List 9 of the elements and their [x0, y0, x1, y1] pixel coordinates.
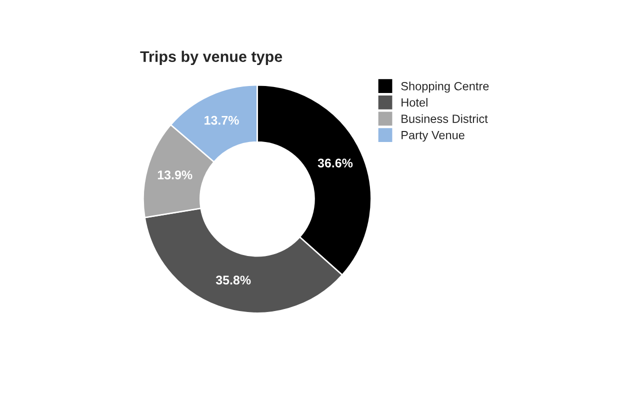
data-label: 13.9% [158, 170, 192, 180]
legend-label: Business District [402, 114, 488, 123]
legend-label: Party Venue [402, 131, 464, 142]
data-label: 35.8% [216, 276, 251, 285]
legend-label: Hotel [402, 98, 428, 107]
data-label: 13.7% [204, 116, 239, 125]
data-label: 36.6% [318, 158, 353, 168]
chart-title: Trips by venue type [140, 50, 282, 66]
legend-label: Shopping Centre [401, 82, 489, 93]
